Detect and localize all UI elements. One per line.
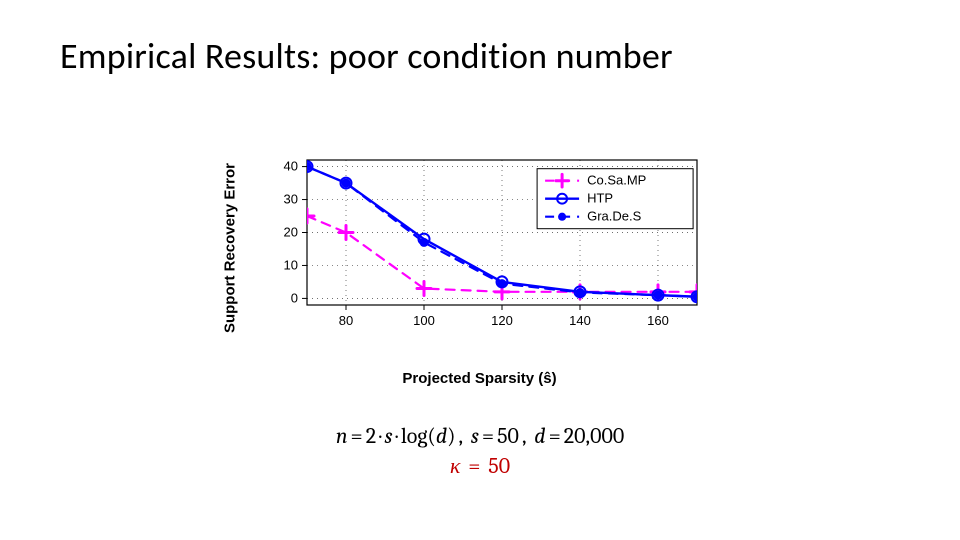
svg-text:30: 30 bbox=[284, 192, 298, 207]
formula-line-2: κ = 50 bbox=[0, 452, 960, 482]
svg-text:0: 0 bbox=[291, 290, 298, 305]
svg-text:Co.Sa.MP: Co.Sa.MP bbox=[587, 173, 646, 188]
svg-text:100: 100 bbox=[413, 313, 435, 328]
svg-text:120: 120 bbox=[491, 313, 513, 328]
svg-text:HTP: HTP bbox=[587, 191, 613, 206]
svg-text:10: 10 bbox=[284, 257, 298, 272]
svg-text:160: 160 bbox=[647, 313, 669, 328]
svg-text:80: 80 bbox=[339, 313, 353, 328]
svg-text:Gra.De.S: Gra.De.S bbox=[587, 209, 642, 224]
x-axis-label: Projected Sparsity (ŝ) bbox=[252, 370, 707, 387]
svg-text:20: 20 bbox=[284, 225, 298, 240]
svg-text:40: 40 bbox=[284, 159, 298, 174]
chart-container: Support Recovery Error 80100120140160010… bbox=[252, 150, 707, 345]
line-chart: 80 100 120 140 160 0 10 20 30 40 Co.Sa.MP HTP Gra.De… bbox=[252, 150, 707, 345]
svg-text:140: 140 bbox=[569, 313, 591, 328]
slide-root: Empirical Results: poor condition number… bbox=[0, 0, 960, 540]
slide-title: Empirical Results: poor condition number bbox=[60, 34, 673, 78]
formula-line-1: n=2·s·log(d), s=50, d=20,000 bbox=[0, 422, 960, 452]
y-axis-label: Support Recovery Error bbox=[222, 162, 239, 332]
formula-block: n=2·s·log(d), s=50, d=20,000 κ = 50 bbox=[0, 422, 960, 481]
